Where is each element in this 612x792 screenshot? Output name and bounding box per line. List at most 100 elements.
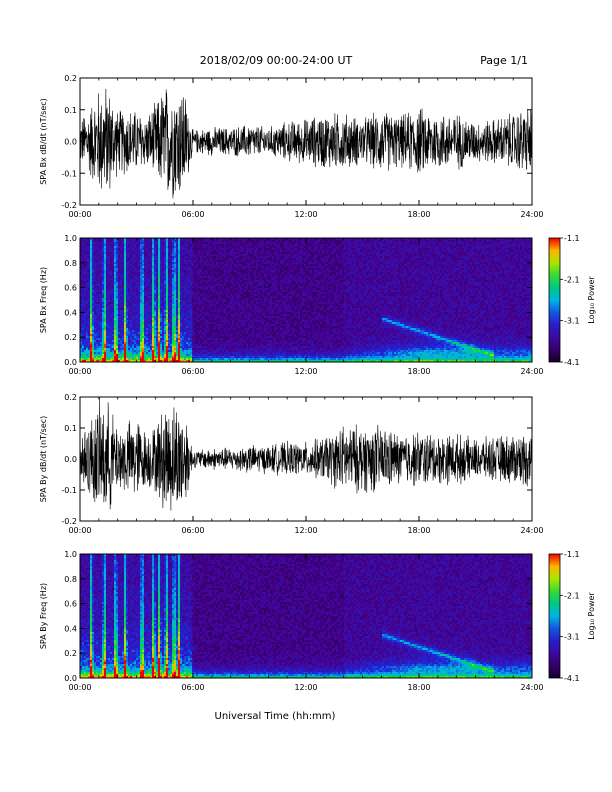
spectrogram-cell [130,264,133,267]
spectrogram-cell [154,292,157,295]
spectrogram-cell [144,244,147,247]
spectrogram-cell [104,328,107,331]
spectrogram-cell [86,256,89,259]
spectrogram-cell [186,274,189,277]
spectrogram-cell [170,348,173,351]
spectrogram-cell [130,318,133,321]
spectrogram-cell [226,302,229,305]
spectrogram-cell [86,296,89,299]
spectrogram-cell [124,360,127,363]
spectrogram-cell [82,264,85,267]
spectrogram-cell [204,248,207,251]
spectrogram-cell [194,316,197,319]
spectrogram-cell [94,272,97,275]
spectrogram-cell [206,250,209,253]
spectrogram-cell [128,322,131,325]
spectrogram-cell [146,266,149,269]
spectrogram-cell [86,320,89,323]
spectrogram-cell [82,316,85,319]
spectrogram-cell [216,338,219,341]
spectrogram-cell [112,298,115,301]
spectrogram-cell [94,348,97,351]
spectrogram-cell [172,270,175,273]
spectrogram-cell [108,358,111,361]
spectrogram-cell [160,262,163,265]
spectrogram-cell [106,290,109,293]
spectrogram-cell [232,354,235,357]
spectrogram-panel-2: 00:00 06:00 12:00 18:00 24:000.00.20.40.60.8… [39,234,596,376]
spectrogram-cell [150,272,153,275]
spectrogram-cell [206,348,209,351]
spectrogram-cell [146,276,149,279]
spectrogram-cell [232,306,235,309]
spectrogram-cell [188,308,191,311]
spectrogram-cell [136,346,139,349]
spectrogram-cell [170,310,173,313]
spectrogram-cell [138,350,141,353]
spectrogram-cell [96,276,99,279]
spectrogram-cell [134,254,137,257]
spectrogram-cell [156,262,159,265]
spectrogram-cell [176,316,179,319]
spectrogram-cell [194,360,197,363]
spectrogram-cell [102,312,105,315]
spectrogram-cell [180,352,183,355]
spectrogram-cell [182,272,185,275]
spectrogram-cell [94,252,97,255]
spectrogram-cell [206,328,209,331]
spectrogram-cell [104,250,107,253]
spectrogram-cell [170,300,173,303]
spectrogram-cell [204,252,207,255]
spectrogram-cell [224,320,227,323]
spectrogram-cell [136,332,139,335]
spectrogram-cell [124,284,127,287]
spectrogram-cell [218,348,221,351]
spectrogram-cell [142,266,145,269]
spectrogram-cell [100,334,103,337]
spectrogram-cell [194,320,197,323]
spectrogram-cell [148,256,151,259]
spectrogram-cell [190,270,193,273]
spectrogram-cell [124,344,127,347]
spectrogram-cell [208,334,211,337]
spectrogram-cell [82,292,85,295]
spectrogram-cell [106,346,109,349]
spectrogram-cell [140,314,143,317]
spectrogram-cell [102,336,105,339]
spectrogram-cell [120,348,123,351]
spectrogram-cell [236,292,239,295]
spectrogram-cell [142,256,145,259]
spectrogram-cell [158,342,161,345]
spectrogram-cell [236,322,239,325]
spectrogram-cell [128,356,131,359]
spectrogram-cell [184,324,187,327]
spectrogram-cell [190,348,193,351]
spectrogram-cell [218,290,221,293]
spectrogram-cell [180,302,183,305]
spectrogram-cell [160,314,163,317]
spectrogram-cell [152,310,155,313]
spectrogram-cell [124,356,127,359]
spectrogram-cell [138,310,141,313]
spectrogram-cell [96,290,99,293]
spectrogram-cell [202,252,205,255]
spectrogram-cell [158,352,161,355]
spectrogram-cell [134,296,137,299]
spectrogram-cell [160,250,163,253]
spectrogram-cell [224,306,227,309]
spectrogram-cell [88,350,91,353]
spectrogram-cell [156,248,159,251]
spectrogram-cell [234,316,237,319]
spectrogram-cell [214,272,217,275]
spectrogram-cell [96,262,99,265]
spectrogram-cell [222,242,225,245]
spectrogram-cell [230,264,233,267]
spectrogram-cell [204,342,207,345]
spectrogram-cell [140,298,143,301]
spectrogram-cell [84,258,87,261]
spectrogram-cell [106,328,109,331]
spectrogram-cell [154,324,157,327]
spectrogram-cell [176,298,179,301]
spectrogram-cell [90,334,93,337]
spectrogram-cell [98,242,101,245]
